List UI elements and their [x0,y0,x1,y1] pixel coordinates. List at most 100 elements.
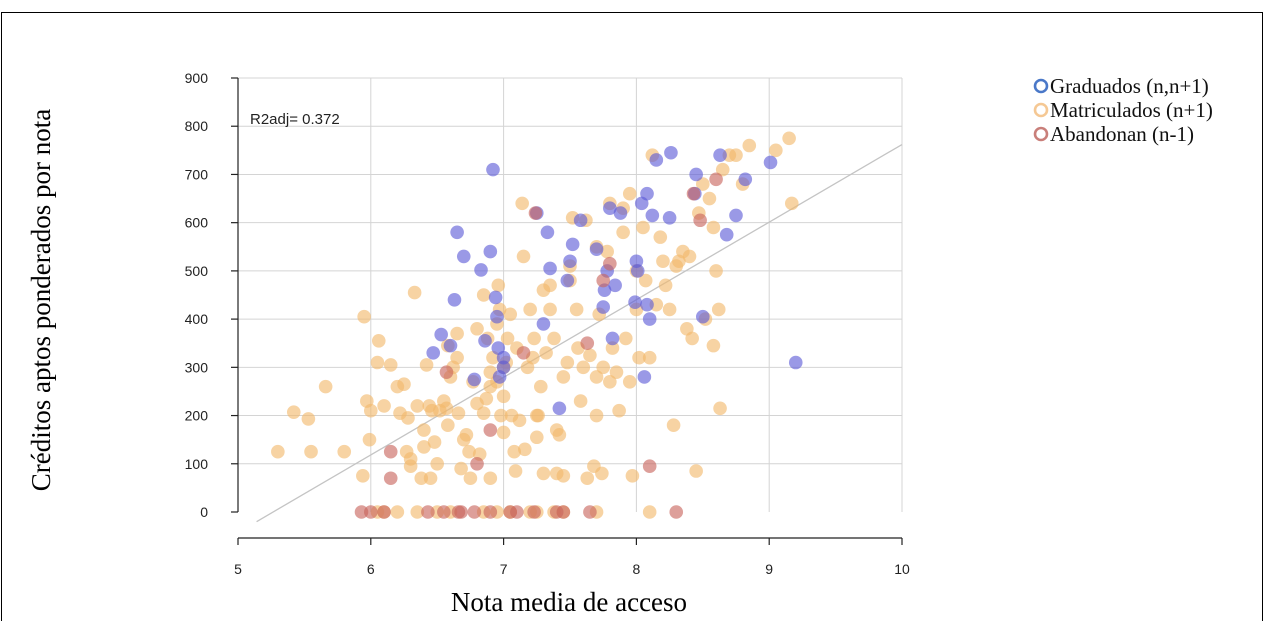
data-point [640,297,654,312]
data-point [483,505,498,519]
data-point [664,145,678,160]
data-point [622,186,637,201]
data-point [637,370,652,384]
data-point [377,505,391,519]
y-tick-label: 500 [185,263,209,279]
data-point [377,399,391,413]
data-point [450,326,464,341]
x-axis-title: Nota media de acceso [451,587,687,617]
data-point [543,261,557,276]
y-tick-label: 300 [185,359,209,375]
data-point [658,278,673,293]
data-point [410,505,425,519]
x-tick-label: 10 [894,561,910,577]
data-point [516,249,531,264]
data-point [645,208,660,223]
data-point [456,249,471,264]
data-point [527,331,541,346]
y-tick-label: 200 [185,408,209,424]
data-point [354,505,369,519]
y-tick-label: 800 [185,118,209,134]
data-point [356,469,370,483]
data-point [503,505,518,519]
data-point [286,405,301,419]
data-point [715,162,730,177]
data-point [423,471,438,486]
data-point [491,278,506,293]
data-point [630,264,645,278]
data-point [427,435,442,449]
data-points [271,131,803,519]
data-point [364,505,378,519]
data-point [573,394,588,408]
data-point [589,242,604,256]
data-point [417,440,431,454]
data-point [706,220,721,235]
data-point [560,355,575,370]
data-point [474,263,488,277]
data-point [640,186,654,201]
data-point [569,302,584,317]
data-point [536,466,551,481]
data-point [364,403,378,418]
data-point [528,206,543,220]
data-point [560,273,575,288]
data-point [628,295,642,310]
data-point [492,370,507,384]
legend-marker [1033,102,1049,118]
data-point [488,290,503,305]
data-point [459,428,474,442]
data-point [603,201,617,215]
data-point [357,309,371,324]
y-axis-title: Créditos aptos ponderados por nota [26,109,56,491]
data-point [662,211,677,225]
data-point [709,172,723,187]
data-point [401,411,415,425]
data-point [603,256,617,271]
data-point [483,471,498,486]
legend-marker [1033,126,1049,142]
data-point [540,225,555,240]
data-point [580,336,595,351]
data-point [618,331,633,346]
data-point [605,341,620,355]
data-point [478,334,492,348]
data-point [362,432,377,447]
data-point [638,273,653,288]
data-point [616,225,630,240]
data-point [496,389,511,404]
data-point [476,406,491,420]
data-point [539,346,553,360]
data-point [738,172,753,187]
legend-label: Matriculados (n+1) [1050,98,1213,122]
data-point [669,505,684,519]
regression-line-group [256,143,903,523]
data-point [706,338,721,353]
data-point [454,461,468,476]
figure-frame [1,12,1263,621]
data-point [696,309,710,324]
data-point [702,191,717,206]
data-point [441,418,455,433]
data-point [625,469,640,483]
data-point [483,379,498,394]
data-point [642,350,657,365]
data-point [543,302,557,317]
data-point [463,471,478,486]
data-point [543,278,557,293]
data-point [476,288,491,302]
data-point [483,244,498,259]
data-point [419,358,434,372]
data-point [576,360,591,375]
data-point [565,237,580,252]
data-point [596,273,610,288]
data-point [682,249,697,264]
data-point [507,444,522,459]
data-point [508,464,523,478]
data-point [437,505,451,519]
x-tick-label: 7 [500,561,508,577]
data-point [271,444,285,459]
data-point [496,425,511,440]
data-point [763,155,778,170]
data-point [612,403,626,418]
